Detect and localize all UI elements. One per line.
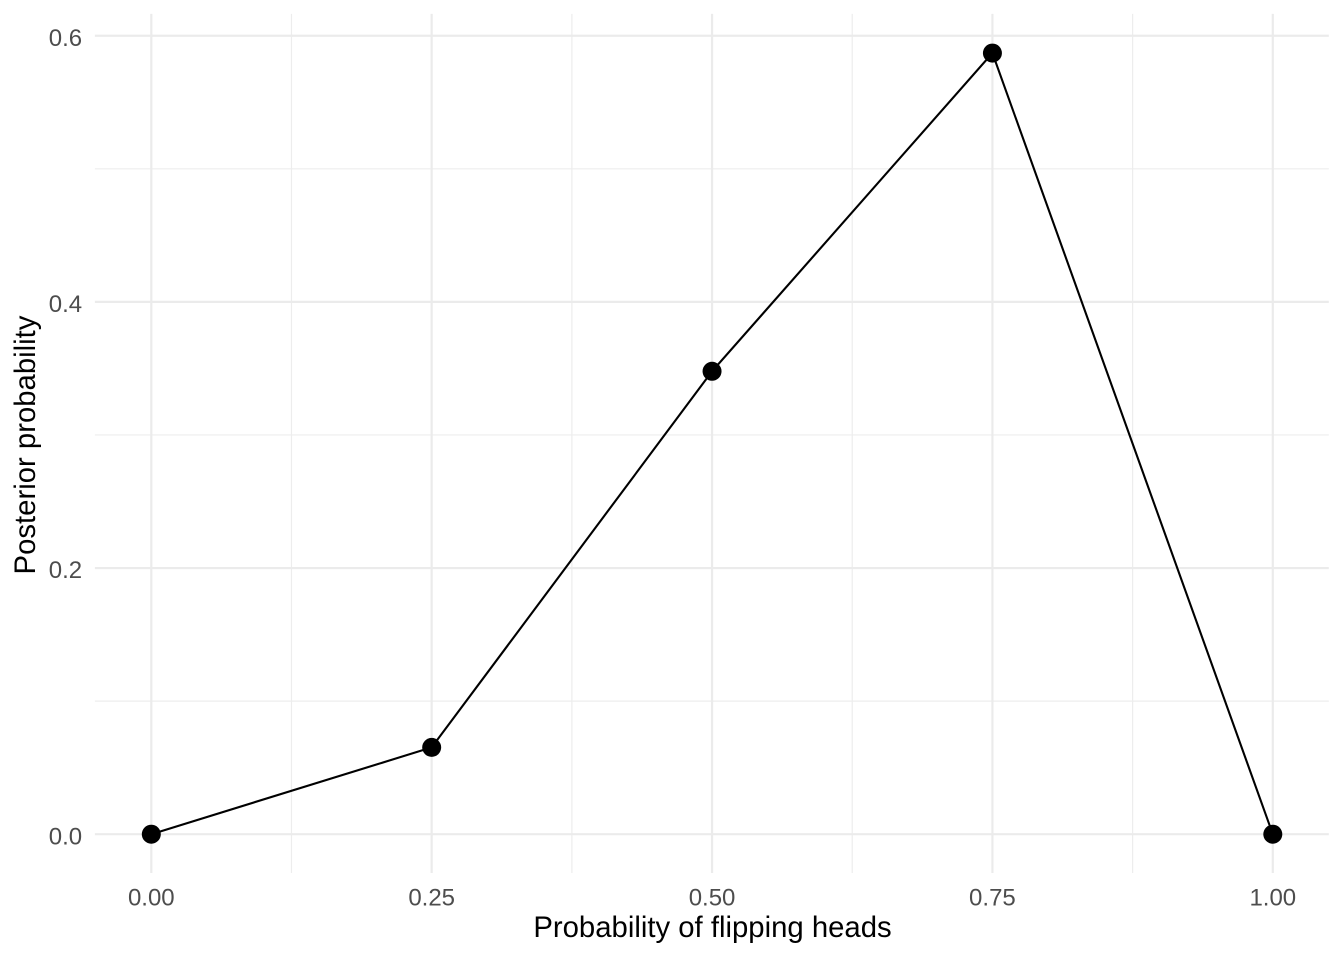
svg-text:0.6: 0.6 [49, 25, 82, 52]
svg-text:0.75: 0.75 [969, 885, 1016, 912]
svg-text:0.25: 0.25 [408, 885, 455, 912]
svg-text:Posterior probability: Posterior probability [9, 315, 42, 574]
svg-text:1.00: 1.00 [1249, 885, 1296, 912]
svg-text:0.2: 0.2 [49, 557, 82, 584]
svg-text:0.00: 0.00 [128, 885, 175, 912]
svg-text:Probability of flipping heads: Probability of flipping heads [533, 911, 891, 944]
svg-text:0.50: 0.50 [689, 885, 736, 912]
svg-text:0.4: 0.4 [49, 291, 82, 318]
svg-text:0.0: 0.0 [49, 823, 82, 850]
